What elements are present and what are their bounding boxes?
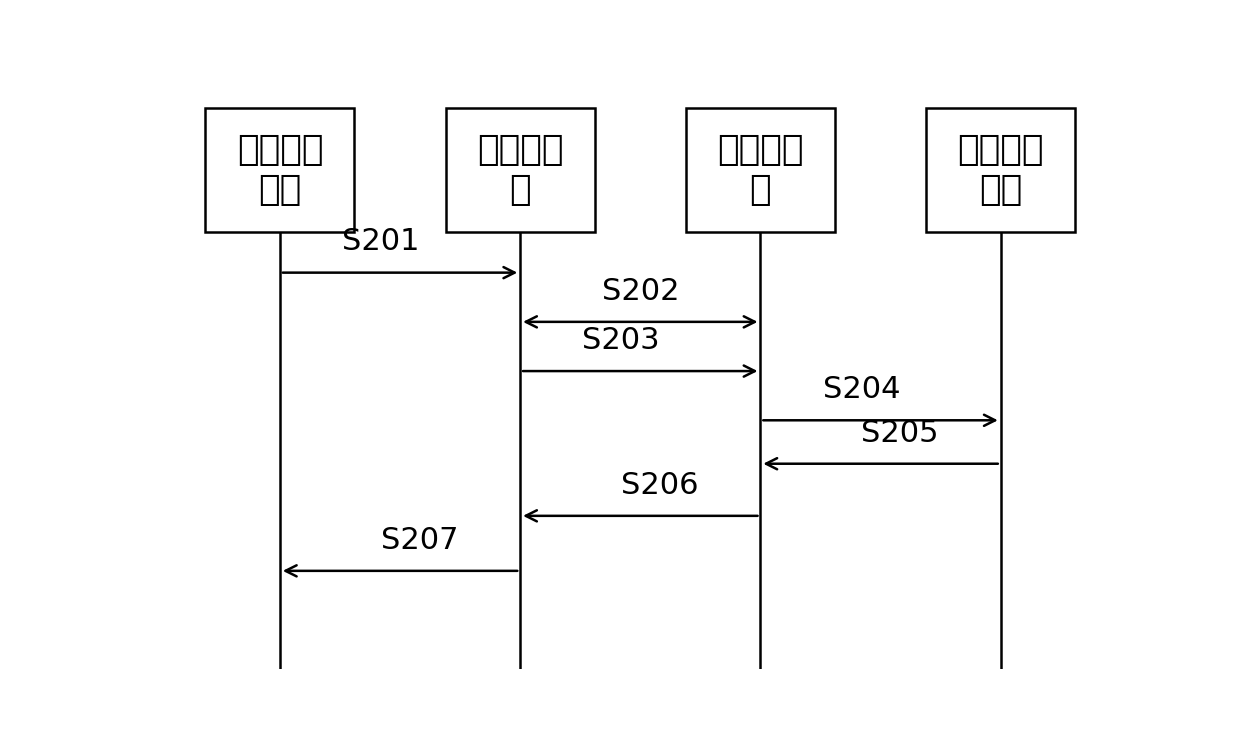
Text: 第一光设
备: 第一光设 备 bbox=[477, 133, 563, 207]
Text: 第二光设
备: 第二光设 备 bbox=[717, 133, 804, 207]
Text: 第一路由
设备: 第一路由 设备 bbox=[237, 133, 324, 207]
Bar bbox=[686, 108, 835, 232]
Text: 第二路由
设备: 第二路由 设备 bbox=[957, 133, 1044, 207]
Text: S201: S201 bbox=[342, 227, 419, 256]
Bar bbox=[206, 108, 355, 232]
Text: S205: S205 bbox=[861, 419, 939, 447]
Text: S203: S203 bbox=[583, 326, 660, 355]
Text: S207: S207 bbox=[381, 526, 458, 555]
Text: S204: S204 bbox=[822, 375, 900, 404]
Bar bbox=[445, 108, 595, 232]
Text: S206: S206 bbox=[621, 471, 698, 499]
Bar bbox=[926, 108, 1075, 232]
Text: S202: S202 bbox=[601, 277, 680, 305]
